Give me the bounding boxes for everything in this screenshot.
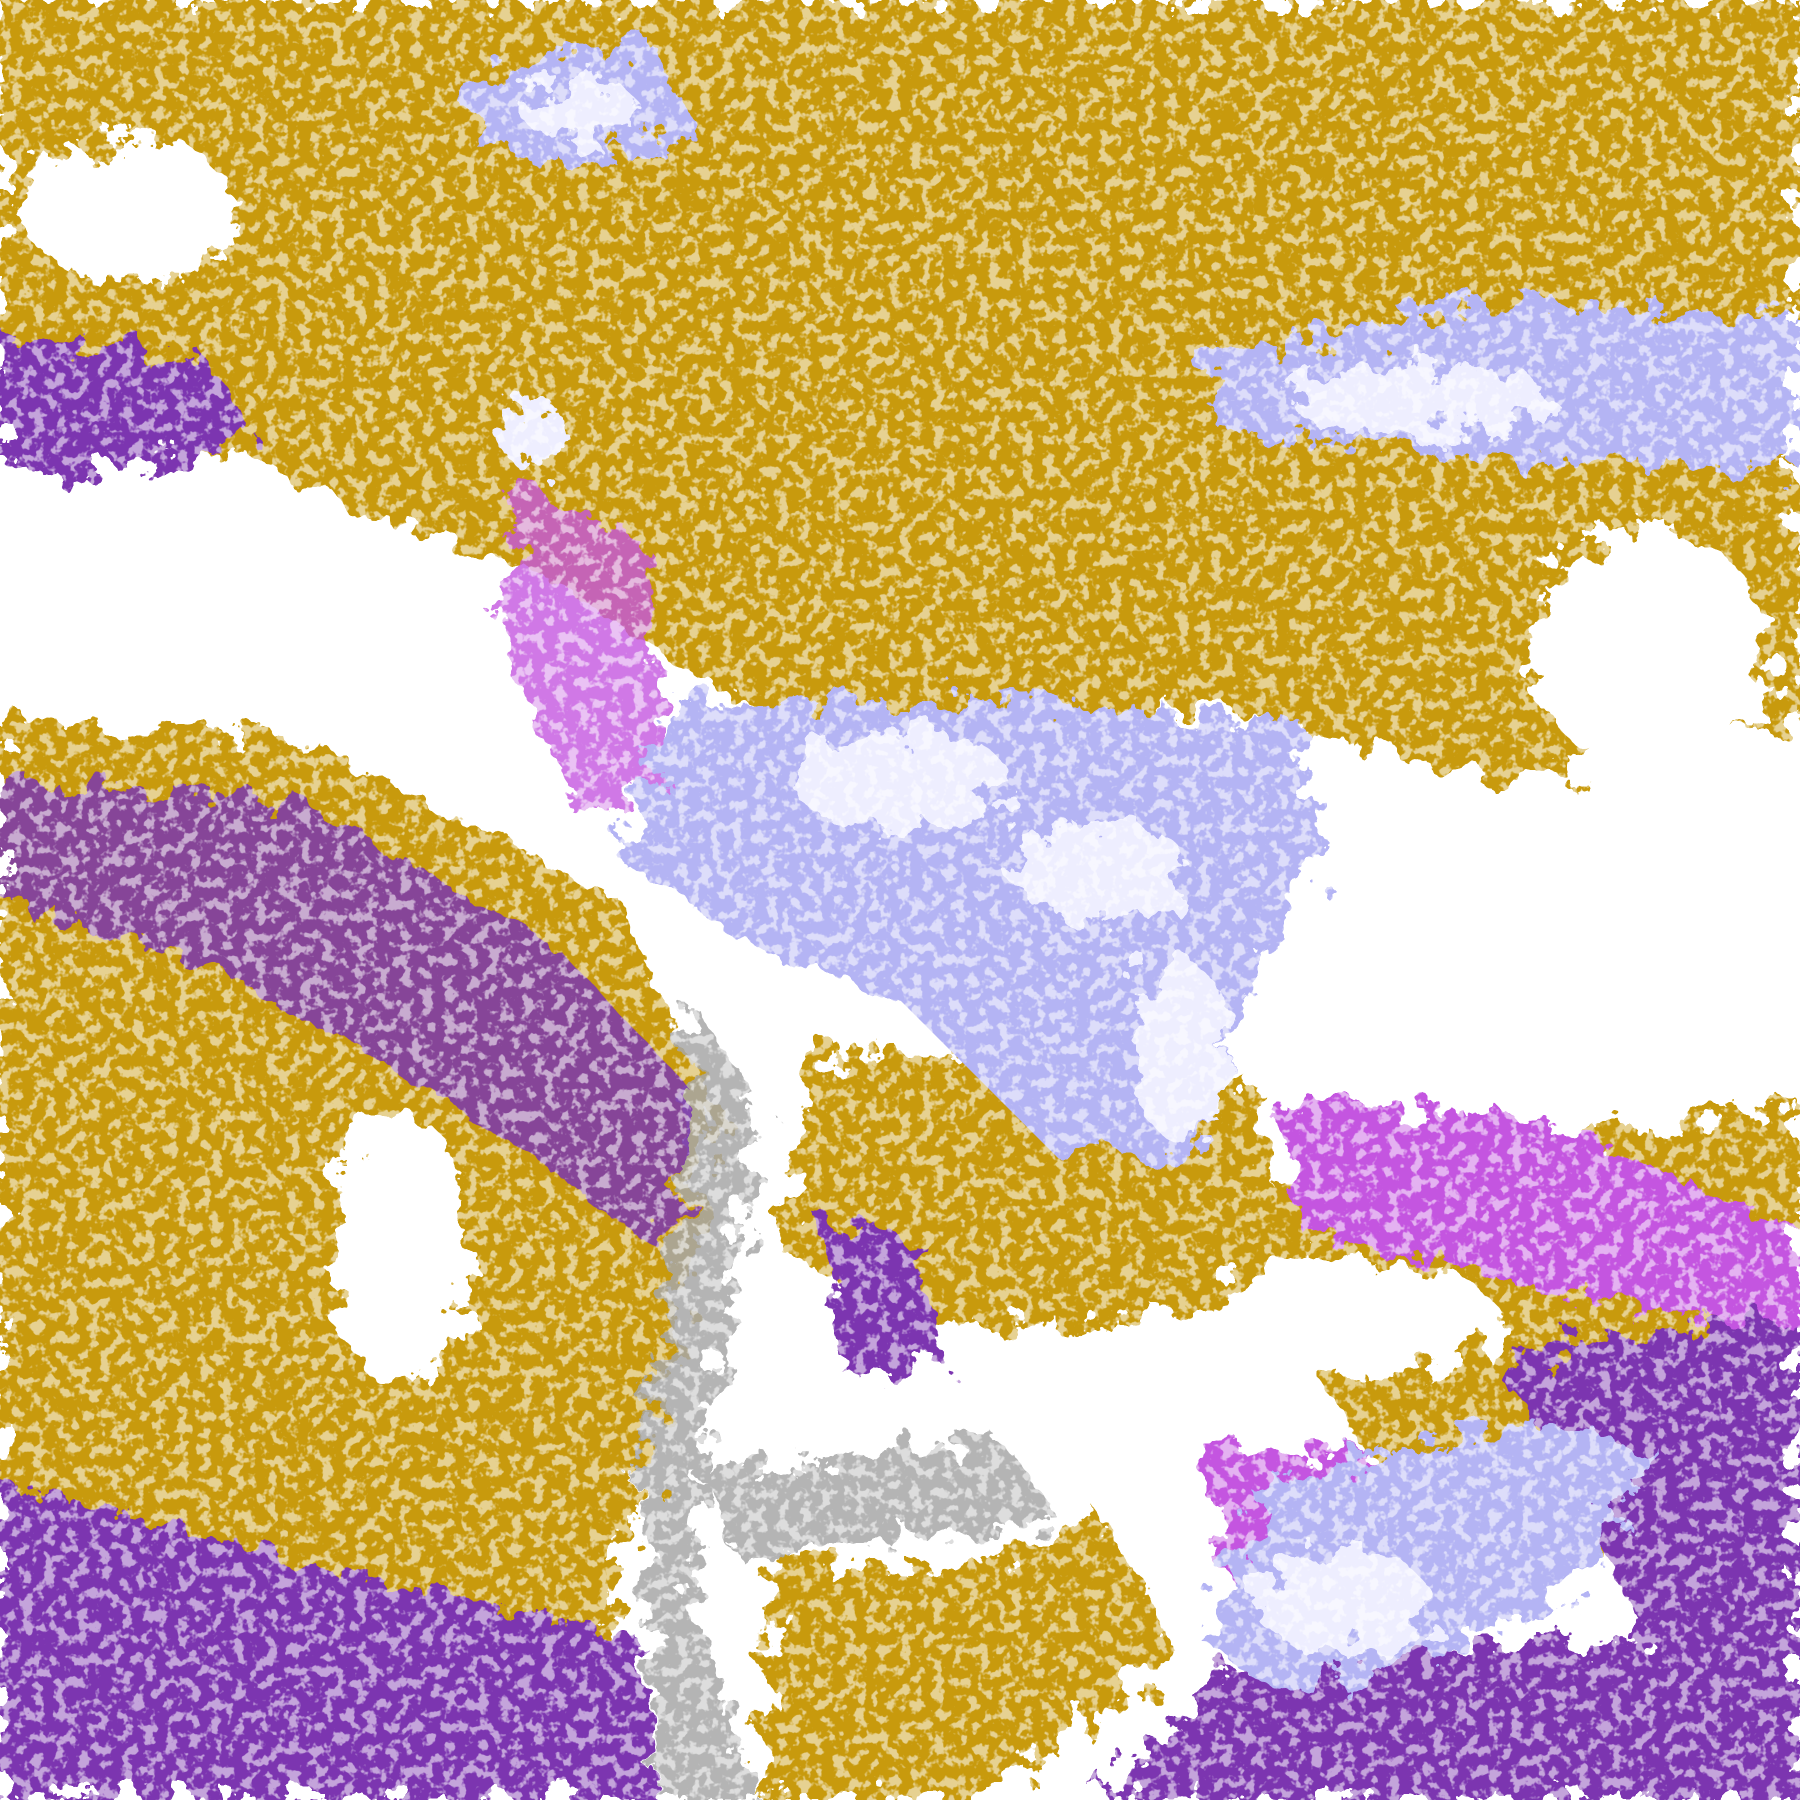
satellite-cloud-map [0, 0, 1800, 1800]
texture-speckle [0, 0, 1800, 1800]
